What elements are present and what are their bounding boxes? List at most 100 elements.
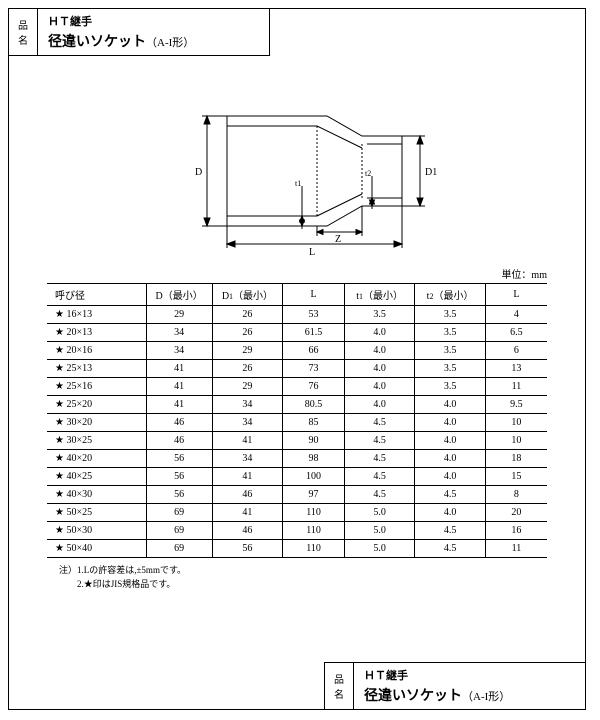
- cell: 13: [485, 360, 547, 378]
- title-label-2: 名: [18, 32, 28, 47]
- cell: 69: [146, 522, 212, 540]
- cell: 98: [283, 450, 345, 468]
- cell: 34: [146, 342, 212, 360]
- cell: 110: [283, 504, 345, 522]
- cell: 4.5: [415, 486, 485, 504]
- dim-Z: Z: [335, 234, 341, 245]
- col-header: t1（最小）: [344, 284, 414, 306]
- cell: 4.0: [415, 414, 485, 432]
- cell: ★ 25×13: [47, 360, 146, 378]
- title-label-b1: 品: [334, 671, 344, 686]
- table-row: ★ 20×163429664.03.56: [47, 342, 547, 360]
- cell: 97: [283, 486, 345, 504]
- cell: 69: [146, 540, 212, 558]
- cell: 29: [212, 342, 282, 360]
- cell: 10: [485, 414, 547, 432]
- cell: 11: [485, 378, 547, 396]
- cell: ★ 16×13: [47, 306, 146, 324]
- cell: 4.5: [344, 450, 414, 468]
- cell: ★ 40×25: [47, 468, 146, 486]
- cell: 3.5: [415, 360, 485, 378]
- table-row: ★ 50×2569411105.04.020: [47, 504, 547, 522]
- cell: ★ 25×16: [47, 378, 146, 396]
- cell: 34: [212, 414, 282, 432]
- title-box-top: 品 名 ＨＴ継手 径違いソケット（A-I形）: [9, 9, 270, 56]
- cell: 56: [146, 486, 212, 504]
- cell: 4.0: [344, 360, 414, 378]
- cell: 4.5: [415, 522, 485, 540]
- cell: 4.0: [344, 396, 414, 414]
- title-main: 径違いソケット（A-I形）: [48, 31, 259, 51]
- cell: 80.5: [283, 396, 345, 414]
- cell: ★ 40×20: [47, 450, 146, 468]
- cell: 4.0: [415, 450, 485, 468]
- cell: 34: [212, 450, 282, 468]
- cell: 56: [146, 468, 212, 486]
- cell: 3.5: [415, 324, 485, 342]
- table-row: ★ 30×204634854.54.010: [47, 414, 547, 432]
- cell: 4.5: [415, 540, 485, 558]
- unit-label: 単位：mm: [9, 266, 547, 281]
- cell: 29: [212, 378, 282, 396]
- spec-table: 呼び径D（最小）D1（最小）Lt1（最小）t2（最小）L ★ 16×132926…: [47, 283, 547, 558]
- cell: 3.5: [344, 306, 414, 324]
- cell: ★ 50×25: [47, 504, 146, 522]
- table-row: ★ 50×4069561105.04.511: [47, 540, 547, 558]
- cell: 34: [146, 324, 212, 342]
- title-label: 品 名: [9, 9, 38, 55]
- cell: ★ 30×20: [47, 414, 146, 432]
- title-label-1: 品: [18, 17, 28, 32]
- title-label-b2: 名: [334, 686, 344, 701]
- cell: 41: [212, 468, 282, 486]
- cell: 61.5: [283, 324, 345, 342]
- cell: 4.5: [344, 486, 414, 504]
- cell: 41: [146, 378, 212, 396]
- cell: 41: [212, 432, 282, 450]
- cell: 46: [212, 486, 282, 504]
- title-main-bottom: 径違いソケット（A-I形）: [364, 685, 575, 705]
- cell: 26: [212, 324, 282, 342]
- cell: 9.5: [485, 396, 547, 414]
- cell: 6: [485, 342, 547, 360]
- cell: 4.0: [415, 432, 485, 450]
- table-body: ★ 16×132926533.53.54★ 20×13342661.54.03.…: [47, 306, 547, 558]
- col-header: D1（最小）: [212, 284, 282, 306]
- cell: 110: [283, 540, 345, 558]
- cell: 5.0: [344, 540, 414, 558]
- table-row: ★ 25×20413480.54.04.09.5: [47, 396, 547, 414]
- title-text: ＨＴ継手 径違いソケット（A-I形）: [38, 9, 269, 55]
- cell: ★ 25×20: [47, 396, 146, 414]
- title-suffix-bottom: （A-I形）: [462, 691, 510, 703]
- cell: 4.5: [344, 432, 414, 450]
- table-row: ★ 40×2556411004.54.015: [47, 468, 547, 486]
- table-row: ★ 25×164129764.03.511: [47, 378, 547, 396]
- dim-L: L: [309, 247, 315, 256]
- cell: 3.5: [415, 342, 485, 360]
- col-header: 呼び径: [47, 284, 146, 306]
- title-sub-bottom: ＨＴ継手: [364, 667, 575, 683]
- col-header: D（最小）: [146, 284, 212, 306]
- cell: 4.0: [344, 324, 414, 342]
- cell: 56: [146, 450, 212, 468]
- cell: 4.0: [415, 504, 485, 522]
- dim-D1: D1: [425, 167, 437, 178]
- table-row: ★ 16×132926533.53.54: [47, 306, 547, 324]
- cell: 26: [212, 360, 282, 378]
- cell: 66: [283, 342, 345, 360]
- cell: 3.5: [415, 306, 485, 324]
- cell: 46: [212, 522, 282, 540]
- reducer-diagram: D D1 L Z t1 t2: [157, 86, 437, 256]
- cell: 5.0: [344, 504, 414, 522]
- title-sub: ＨＴ継手: [48, 13, 259, 29]
- cell: 4: [485, 306, 547, 324]
- title-box-bottom: 品 名 ＨＴ継手 径違いソケット（A-I形）: [324, 662, 585, 709]
- cell: 69: [146, 504, 212, 522]
- cell: ★ 50×30: [47, 522, 146, 540]
- title-suffix: （A-I形）: [146, 37, 194, 49]
- cell: 46: [146, 432, 212, 450]
- dim-t1: t1: [295, 179, 301, 188]
- cell: 46: [146, 414, 212, 432]
- cell: 20: [485, 504, 547, 522]
- cell: 16: [485, 522, 547, 540]
- cell: 56: [212, 540, 282, 558]
